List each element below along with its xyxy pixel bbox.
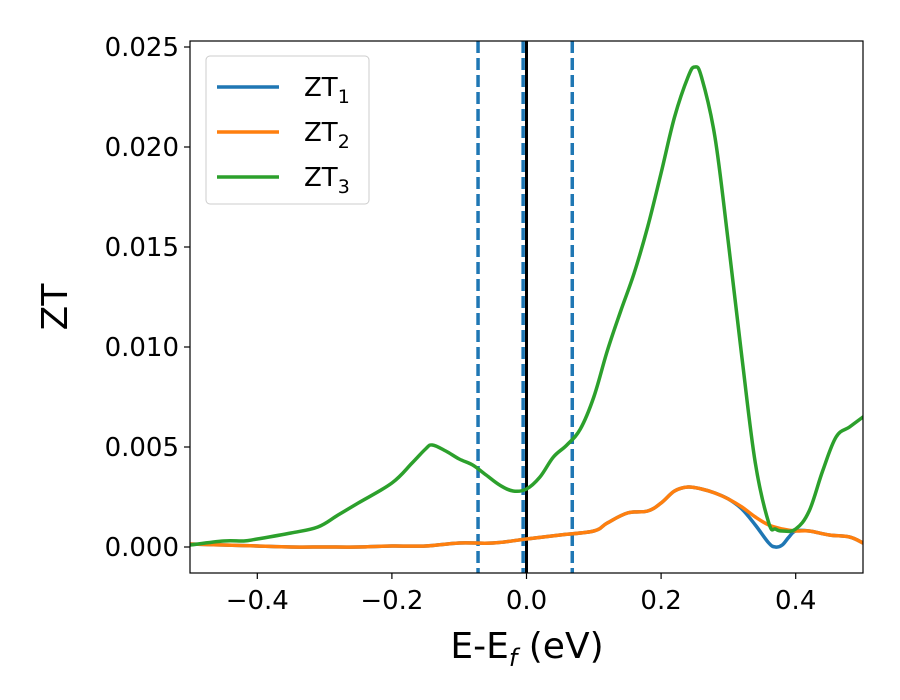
legend-label-zt2: ZT2 — [304, 118, 350, 153]
x-axis-title: E-Ef (eV) — [450, 626, 603, 672]
series-layer — [190, 65, 863, 549]
x-axis-title-tail: (eV) — [517, 626, 603, 667]
y-tick-label: 0.010 — [105, 333, 179, 363]
x-axis: −0.4 −0.2 0.0 0.2 0.4 — [226, 573, 816, 616]
legend: ZT1 ZT2 ZT3 — [205, 55, 370, 205]
legend-label-zt1: ZT1 — [304, 73, 350, 108]
y-tick-label: 0.025 — [105, 33, 179, 63]
series-line-zt3 — [190, 65, 863, 547]
y-tick-label: 0.000 — [105, 533, 179, 563]
reference-lines — [476, 41, 575, 573]
y-tick-label: 0.020 — [105, 133, 179, 163]
y-tick-label: 0.015 — [105, 233, 179, 263]
x-tick-label: −0.4 — [226, 586, 289, 616]
x-tick-label: 0.0 — [506, 586, 547, 616]
y-axis: 0.000 0.005 0.010 0.015 0.020 0.025 — [105, 33, 190, 563]
series-line-zt2 — [190, 485, 863, 549]
legend-label-zt3: ZT3 — [304, 163, 350, 198]
x-tick-label: 0.4 — [775, 586, 816, 616]
y-axis-title: ZT — [35, 283, 76, 331]
y-tick-label: 0.005 — [105, 433, 179, 463]
x-tick-label: 0.2 — [640, 586, 681, 616]
legend-box — [205, 55, 370, 205]
x-tick-label: −0.2 — [360, 586, 423, 616]
